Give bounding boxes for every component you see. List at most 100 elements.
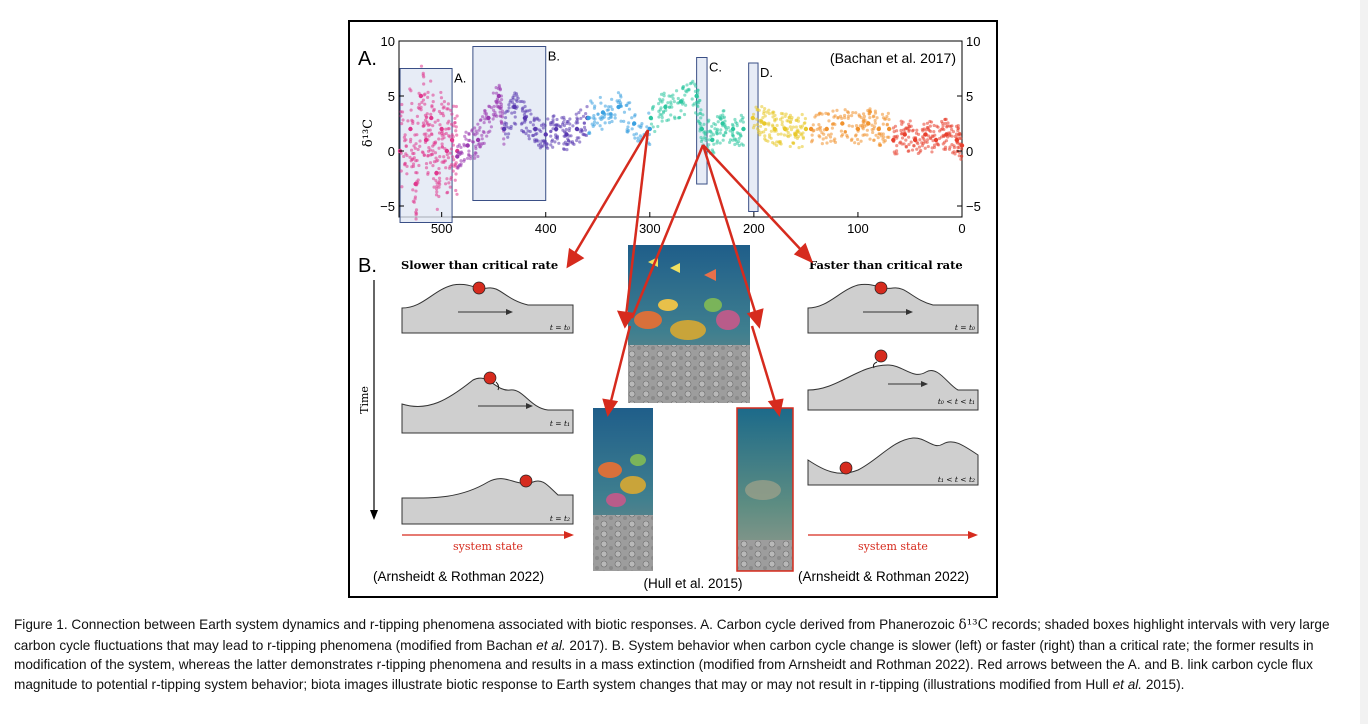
data-point-cloud [826,112,830,116]
data-point-cloud [959,157,963,161]
data-point-cloud [957,136,961,141]
data-point-cloud [433,151,438,155]
data-point-cloud [484,114,488,118]
data-point-cloud [422,75,426,79]
data-point-cloud [843,130,847,134]
data-point-cloud [435,207,439,211]
data-point-cloud [553,140,557,144]
data-point-cloud [810,133,814,137]
data-point-cloud [532,119,536,123]
ball [472,281,486,295]
data-point-cloud [405,172,409,176]
data-point-cloud [524,131,528,136]
data-point-cloud [464,137,468,141]
data-point-cloud [551,127,555,131]
data-point-cloud [487,104,491,108]
page-scrollbar[interactable] [1360,0,1368,724]
data-point-cloud [758,124,763,128]
data-point-cloud [419,64,424,68]
data-point-cloud [488,129,492,133]
data-point-cloud [600,127,604,131]
data-point-cloud [764,122,768,126]
data-point-cloud [437,194,441,199]
data-point-cloud [404,138,408,142]
data-point-cloud [480,115,485,119]
data-point-cloud [566,142,570,146]
data-point-cloud [661,111,666,115]
data-point-cloud [523,104,527,109]
data-point-cloud [521,130,525,134]
data-point-cloud [696,91,700,95]
data-point-cloud [699,127,703,131]
data-point-cloud [607,121,612,125]
data-point-cloud [801,136,806,140]
data-point-cloud [448,185,452,189]
data-point-cloud [437,146,441,150]
plot-area [398,40,963,218]
data-point-cloud [723,130,728,135]
data-point-cloud [438,179,442,183]
data-point-cloud [881,137,885,141]
data-point-cloud [854,111,858,115]
data-point-cloud [859,139,863,143]
data-point-cloud [428,161,433,165]
ball [874,281,888,295]
data-point-cloud [719,128,723,132]
data-point-cloud [429,132,434,136]
data-point-cloud [868,115,872,120]
data-point-cloud [857,114,862,118]
data-point-cloud [932,143,937,147]
data-point-cloud [794,125,798,129]
data-point-cloud [658,108,662,112]
data-point-cloud [782,133,786,137]
data-point-cloud [429,79,433,83]
data-point-cloud [662,91,666,95]
data-point-cloud [613,113,617,117]
data-point-cloud [471,140,476,144]
data-point-cloud [721,138,725,142]
data-point-cloud [845,135,850,139]
data-point-cloud [829,132,833,136]
data-point-cloud [444,182,448,186]
data-point-cloud [485,134,489,138]
data-point-cloud [657,115,661,119]
data-point-cloud [664,108,668,112]
data-point-cloud [899,140,903,144]
data-point-cloud [454,104,458,109]
data-point-cloud [921,129,925,133]
data-point-cloud [572,142,576,146]
data-point-cloud [699,116,703,120]
caption-part-2: records; shaded boxes highlight interval… [14,617,1330,653]
data-point-cloud [464,130,468,134]
data-point-cloud [945,124,949,128]
data-point-cloud [875,116,879,120]
data-point [455,154,460,159]
data-point-cloud [474,144,478,148]
data-point-cloud [677,116,681,120]
x-tick-label: 500 [431,221,453,236]
data-point-cloud [718,131,722,135]
data-point-cloud [618,93,623,97]
data-point-cloud [472,126,477,130]
data-point-cloud [822,128,826,132]
data-point-cloud [588,116,592,120]
panel-b-label: B. [358,255,377,277]
data-point-cloud [455,192,459,196]
data-point-cloud [400,102,404,107]
data-point-cloud [473,153,477,157]
data-point-cloud [846,116,850,121]
data-point-cloud [539,129,543,134]
data-point-cloud [409,148,414,152]
data-point-cloud [872,127,876,131]
data-point-cloud [421,71,425,75]
data-point-cloud [949,124,953,129]
right-time-2: t₀ < t < t₁ [938,397,975,406]
data-point-cloud [811,123,815,127]
data-point-cloud [779,132,783,136]
data-point-cloud [449,147,453,151]
data-point-cloud [416,121,420,125]
data-point-cloud [500,109,505,113]
data-point-cloud [627,121,631,125]
figure-1: 500 400 300 200 100 010 105 50 0−5 −5 A. (Bachan … [348,20,998,598]
data-point-cloud [942,134,946,138]
